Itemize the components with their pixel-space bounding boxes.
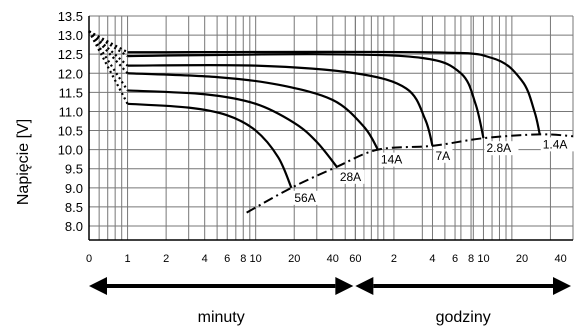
curve-label: 1.4A [543, 137, 568, 151]
x-tick-label: 2 [163, 253, 169, 265]
x-tick-label: 8 [468, 253, 474, 265]
curve-label: 2.8A [486, 141, 511, 155]
x-tick-label: 20 [288, 253, 300, 265]
curve-2-8A [127, 53, 485, 139]
x-tick-label: 20 [516, 253, 528, 265]
curve-56A [127, 102, 293, 189]
y-tick-label: 12.5 [58, 47, 83, 62]
curve-label: 14A [381, 153, 402, 167]
range-arrows: minuty godziny [89, 277, 571, 326]
curve-label: 28A [340, 170, 361, 184]
y-tick-label: 11.5 [59, 85, 83, 100]
curve-label-bg [433, 148, 453, 163]
x-tick-label: 4 [202, 253, 208, 265]
x-tick-label: 4 [429, 253, 435, 265]
range-arrow-head-left [89, 277, 107, 295]
y-tick-label: 13.5 [58, 9, 83, 24]
x-tick-label: 60 [349, 253, 361, 265]
x-tick-label: 10 [477, 253, 489, 265]
discharge-curves [88, 30, 541, 189]
y-tick-labels: 13.5 13.0 12.5 12.0 11.5 11.0 10.5 10.0 9.5 9.0 8.… [58, 9, 83, 234]
plot-frame [88, 16, 573, 241]
x-tick-label: 40 [554, 253, 566, 265]
y-axis-label: Napięcie [V] [15, 119, 32, 205]
end-voltage-curve [246, 133, 574, 214]
x-tick-label: 0 [86, 253, 92, 265]
curve-label: 7A [435, 149, 450, 163]
y-tick-label: 13.0 [58, 28, 83, 43]
chart-grid [88, 15, 574, 241]
x-tick-label: 8 [240, 253, 246, 265]
range-label-minuty: minuty [198, 309, 245, 326]
x-tick-label: 6 [452, 253, 458, 265]
curve-labels: 56A 28A 14A 7A 2.8A 1.4A [292, 137, 575, 205]
x-tick-labels: 0 1 2 4 6 8 10 20 40 60 2 4 6 8 10 20 40 [86, 253, 567, 265]
y-tick-label: 10.0 [58, 143, 83, 158]
x-tick-label: 40 [327, 253, 339, 265]
curve-initial-drop [88, 30, 129, 105]
x-tick-label: 1 [125, 253, 131, 265]
y-tick-label: 8.0 [65, 219, 83, 234]
x-tick-label: 2 [391, 253, 397, 265]
curve-14A [127, 72, 379, 151]
curve-label-bg [337, 169, 365, 184]
curve-initial-drop [88, 30, 129, 92]
y-tick-label: 10.5 [58, 124, 83, 139]
curve-label-bg [292, 190, 319, 205]
end-voltage-line [246, 133, 574, 214]
curve-label: 56A [294, 191, 315, 205]
y-tick-label: 9.0 [65, 181, 83, 196]
range-arrow-head-right [335, 277, 354, 295]
curve-7A [127, 63, 434, 147]
curve-1-4A [127, 50, 541, 135]
x-tick-label: 6 [224, 253, 230, 265]
curve-initial-drop [88, 30, 129, 54]
range-arrow-head-right [553, 277, 571, 295]
x-tick-label: 10 [250, 253, 262, 265]
range-label-godziny: godziny [436, 309, 491, 326]
curve-label-bg [484, 141, 519, 156]
y-tick-label: 11.0 [59, 104, 83, 119]
curve-label-bg [378, 152, 406, 167]
curve-label-bg [540, 137, 575, 152]
curve-initial-drop [88, 30, 129, 67]
range-arrow-head-left [355, 277, 374, 295]
curve-28A [127, 89, 338, 168]
y-tick-label: 8.5 [65, 200, 83, 215]
y-tick-label: 9.5 [65, 162, 83, 177]
y-tick-label: 12.0 [58, 66, 83, 81]
